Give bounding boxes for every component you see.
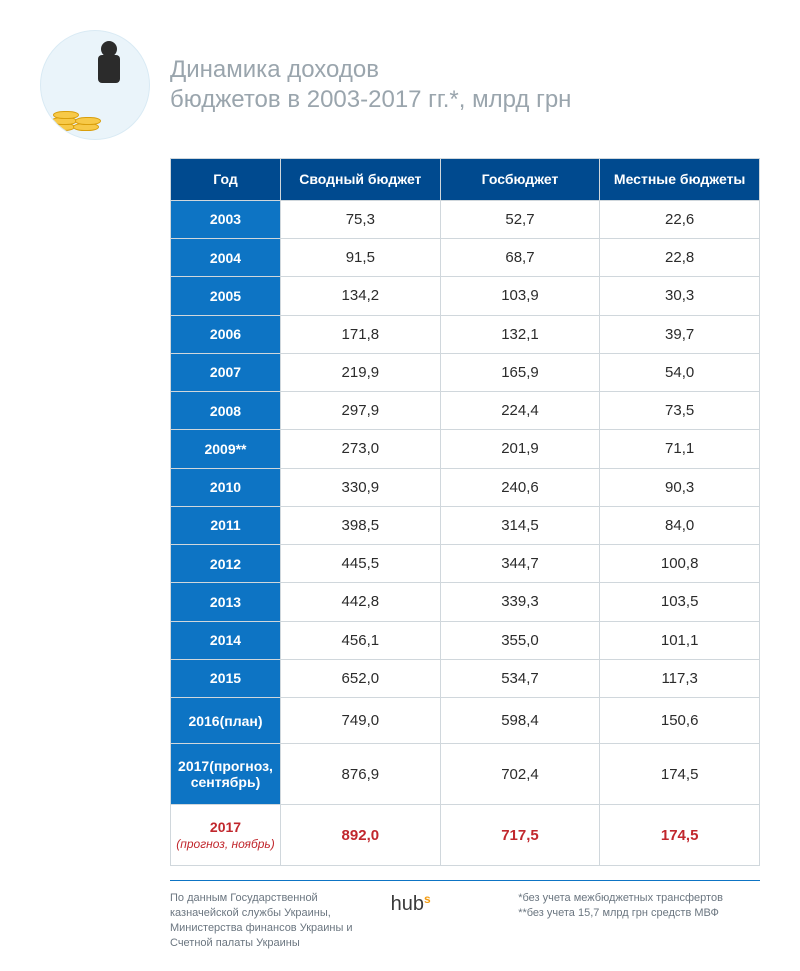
footer: По данным Государственной казначейской с… xyxy=(170,880,760,950)
value-cell: 876,9 xyxy=(281,744,441,805)
value-cell: 165,9 xyxy=(440,353,600,391)
col-consolidated: Сводный бюджет xyxy=(281,159,441,201)
year-cell: 2004 xyxy=(171,239,281,277)
value-cell: 54,0 xyxy=(600,353,760,391)
year-cell: 2013 xyxy=(171,583,281,621)
table-header-row: Год Сводный бюджет Госбюджет Местные бюд… xyxy=(171,159,760,201)
value-cell: 652,0 xyxy=(281,659,441,697)
value-cell: 52,7 xyxy=(440,200,600,238)
col-state: Госбюджет xyxy=(440,159,600,201)
table-row: 2008297,9224,473,5 xyxy=(171,392,760,430)
value-cell: 103,9 xyxy=(440,277,600,315)
value-cell: 297,9 xyxy=(281,392,441,430)
value-cell: 240,6 xyxy=(440,468,600,506)
value-cell: 100,8 xyxy=(600,545,760,583)
year-cell: 2011 xyxy=(171,506,281,544)
col-local: Местные бюджеты xyxy=(600,159,760,201)
value-cell: 598,4 xyxy=(440,698,600,744)
value-cell: 22,6 xyxy=(600,200,760,238)
table-row: 2006171,8132,139,7 xyxy=(171,315,760,353)
value-cell: 534,7 xyxy=(440,659,600,697)
table-row: 200491,568,722,8 xyxy=(171,239,760,277)
table-row: 2012445,5344,7100,8 xyxy=(171,545,760,583)
value-cell: 39,7 xyxy=(600,315,760,353)
header-icon xyxy=(40,30,150,140)
value-cell: 273,0 xyxy=(281,430,441,468)
year-cell: 2005 xyxy=(171,277,281,315)
value-cell: 90,3 xyxy=(600,468,760,506)
table-row: 2014456,1355,0101,1 xyxy=(171,621,760,659)
year-cell: 2010 xyxy=(171,468,281,506)
value-cell: 445,5 xyxy=(281,545,441,583)
value-cell: 344,7 xyxy=(440,545,600,583)
value-cell: 314,5 xyxy=(440,506,600,544)
value-cell: 339,3 xyxy=(440,583,600,621)
budget-table: Год Сводный бюджет Госбюджет Местные бюд… xyxy=(170,158,760,866)
title-line-1: Динамика доходов xyxy=(170,55,571,85)
value-cell: 91,5 xyxy=(281,239,441,277)
value-cell: 171,8 xyxy=(281,315,441,353)
logo-sup: s xyxy=(424,891,431,907)
value-cell: 30,3 xyxy=(600,277,760,315)
table-row: 2011398,5314,584,0 xyxy=(171,506,760,544)
year-cell: 2006 xyxy=(171,315,281,353)
value-cell: 174,5 xyxy=(600,805,760,866)
table-row: 2016(план)749,0598,4150,6 xyxy=(171,698,760,744)
col-year: Год xyxy=(171,159,281,201)
year-cell: 2014 xyxy=(171,621,281,659)
table-row: 2017(прогноз, ноябрь)892,0717,5174,5 xyxy=(171,805,760,866)
value-cell: 132,1 xyxy=(440,315,600,353)
year-cell: 2012 xyxy=(171,545,281,583)
footer-logo: hubs xyxy=(391,891,503,950)
title-line-2: бюджетов в 2003-2017 гг.*, млрд грн xyxy=(170,85,571,115)
table-row: 2009**273,0201,971,1 xyxy=(171,430,760,468)
value-cell: 22,8 xyxy=(600,239,760,277)
value-cell: 355,0 xyxy=(440,621,600,659)
value-cell: 702,4 xyxy=(440,744,600,805)
value-cell: 398,5 xyxy=(281,506,441,544)
value-cell: 201,9 xyxy=(440,430,600,468)
value-cell: 117,3 xyxy=(600,659,760,697)
footnote-1: *без учета межбюджетных трансфертов xyxy=(518,891,760,906)
table-row: 2007219,9165,954,0 xyxy=(171,353,760,391)
footnote-2: **без учета 15,7 млрд грн средств МВФ xyxy=(518,906,760,921)
table-row: 2013442,8339,3103,5 xyxy=(171,583,760,621)
year-cell: 2009** xyxy=(171,430,281,468)
page-title: Динамика доходов бюджетов в 2003-2017 гг… xyxy=(170,55,571,115)
value-cell: 219,9 xyxy=(281,353,441,391)
value-cell: 101,1 xyxy=(600,621,760,659)
table-row: 2010330,9240,690,3 xyxy=(171,468,760,506)
value-cell: 84,0 xyxy=(600,506,760,544)
table-row: 200375,352,722,6 xyxy=(171,200,760,238)
value-cell: 73,5 xyxy=(600,392,760,430)
value-cell: 174,5 xyxy=(600,744,760,805)
value-cell: 68,7 xyxy=(440,239,600,277)
year-cell: 2003 xyxy=(171,200,281,238)
year-cell: 2008 xyxy=(171,392,281,430)
value-cell: 134,2 xyxy=(281,277,441,315)
year-cell: 2007 xyxy=(171,353,281,391)
logo-text: hub xyxy=(391,891,424,918)
value-cell: 717,5 xyxy=(440,805,600,866)
table-row: 2005134,2103,930,3 xyxy=(171,277,760,315)
value-cell: 75,3 xyxy=(281,200,441,238)
value-cell: 442,8 xyxy=(281,583,441,621)
value-cell: 71,1 xyxy=(600,430,760,468)
year-cell: 2017(прогноз, сентябрь) xyxy=(171,744,281,805)
value-cell: 224,4 xyxy=(440,392,600,430)
value-cell: 456,1 xyxy=(281,621,441,659)
table-row: 2017(прогноз, сентябрь)876,9702,4174,5 xyxy=(171,744,760,805)
value-cell: 749,0 xyxy=(281,698,441,744)
footer-notes: *без учета межбюджетных трансфертов **бе… xyxy=(518,891,760,950)
year-cell: 2016(план) xyxy=(171,698,281,744)
value-cell: 330,9 xyxy=(281,468,441,506)
table-row: 2015652,0534,7117,3 xyxy=(171,659,760,697)
value-cell: 150,6 xyxy=(600,698,760,744)
value-cell: 103,5 xyxy=(600,583,760,621)
year-cell: 2017(прогноз, ноябрь) xyxy=(171,805,281,866)
value-cell: 892,0 xyxy=(281,805,441,866)
coins-icon xyxy=(49,91,104,131)
year-cell: 2015 xyxy=(171,659,281,697)
footer-source: По данным Государственной казначейской с… xyxy=(170,891,375,950)
